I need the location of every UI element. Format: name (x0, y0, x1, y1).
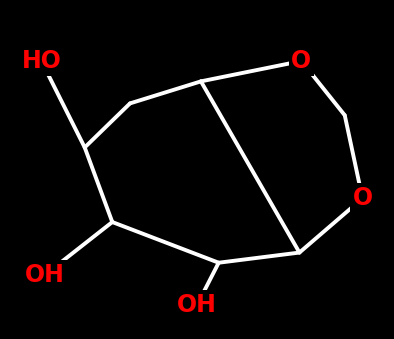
Text: O: O (291, 49, 312, 73)
Text: HO: HO (21, 49, 61, 73)
Text: OH: OH (177, 293, 217, 317)
Text: O: O (352, 186, 373, 210)
Text: OH: OH (25, 263, 65, 286)
